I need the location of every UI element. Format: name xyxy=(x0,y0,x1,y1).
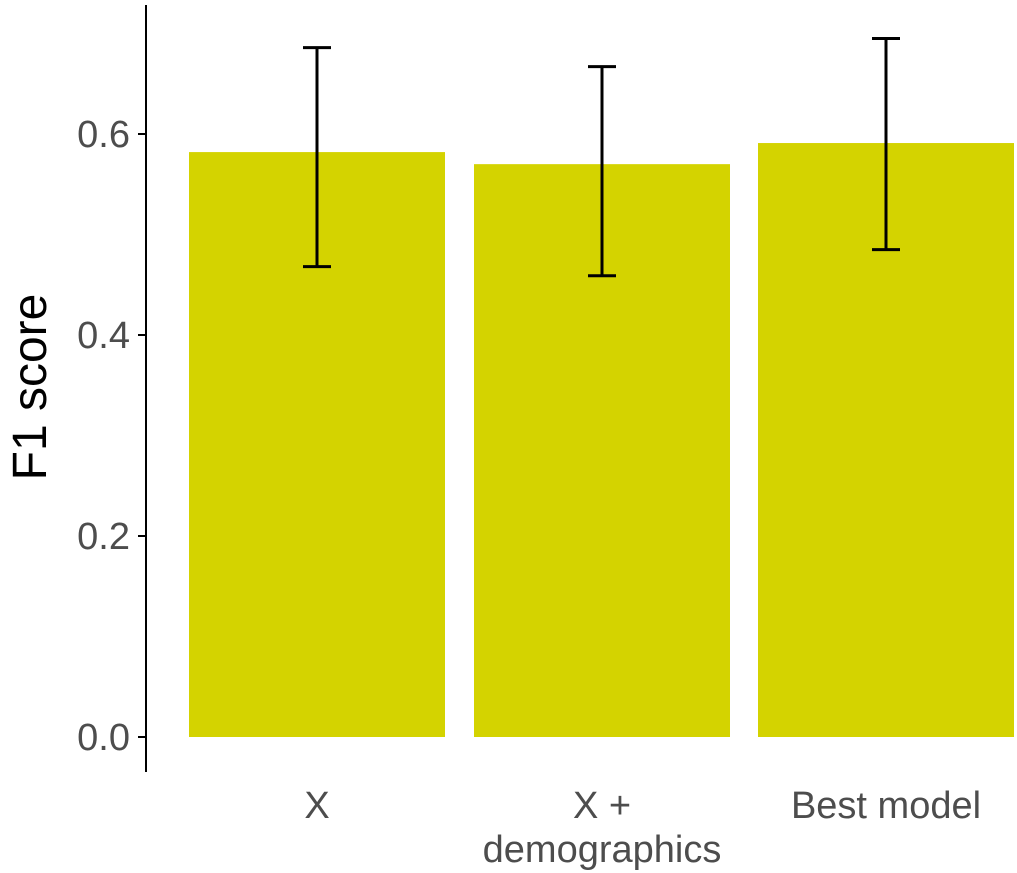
y-axis-ticks: 0.0 0.2 0.4 0.6 xyxy=(77,114,146,759)
y-tick-label: 0.0 xyxy=(77,717,130,759)
y-tick-label: 0.4 xyxy=(77,315,130,357)
x-tick-label: X xyxy=(304,785,329,827)
y-tick-label: 0.6 xyxy=(77,114,130,156)
error-bars xyxy=(303,37,900,278)
y-tick-label: 0.2 xyxy=(77,516,130,558)
error-bar xyxy=(588,65,616,278)
x-axis-labels: X X + demographics Best model xyxy=(304,785,981,871)
x-tick-label: Best model xyxy=(791,785,981,827)
y-axis-label: F1 score xyxy=(4,294,57,481)
x-tick-label: X + demographics xyxy=(483,785,722,871)
bars xyxy=(189,143,1014,738)
error-bar xyxy=(303,46,331,269)
error-bar xyxy=(872,37,900,252)
